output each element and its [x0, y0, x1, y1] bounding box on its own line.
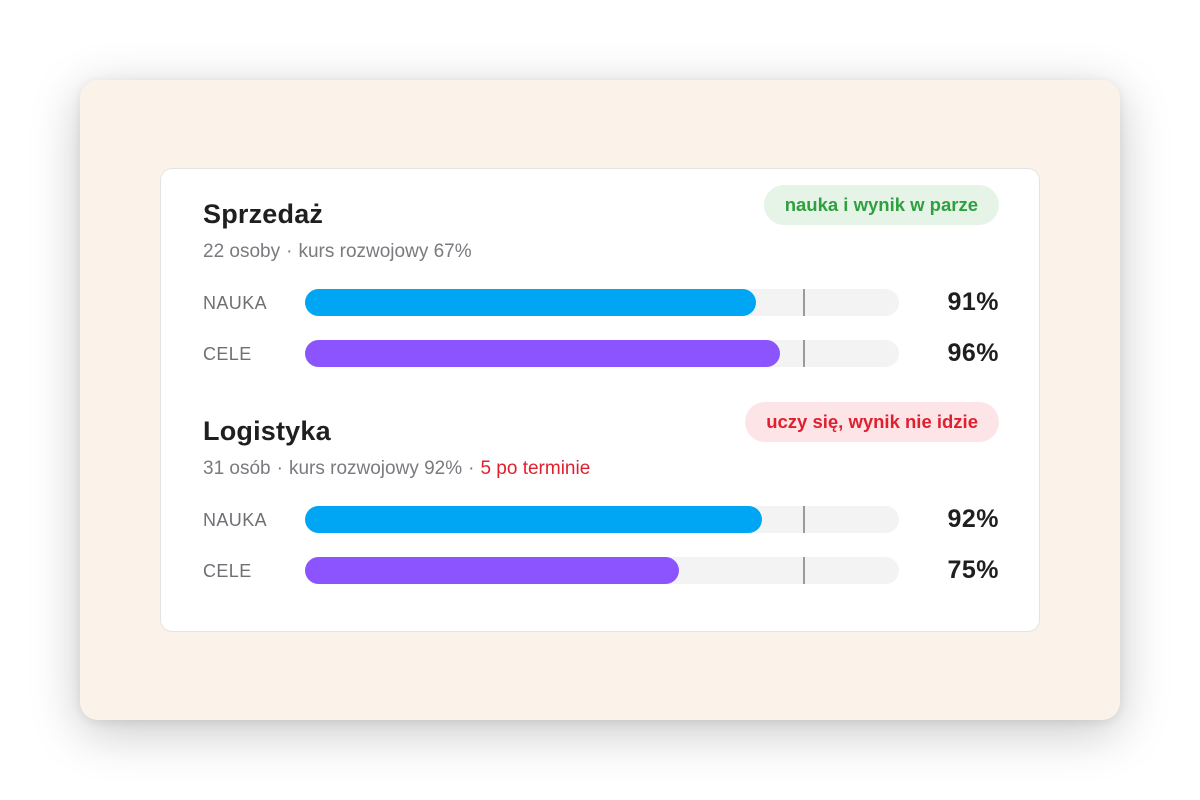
team-size: 31 osób [203, 458, 271, 479]
progress-fill [305, 289, 757, 316]
status-badge: nauka i wynik w parze [763, 185, 999, 225]
progress-track [305, 557, 899, 584]
team-summary-card: Sprzedaż nauka i wynik w parze 22 osoby ·… [160, 168, 1040, 632]
metric-value: 96% [947, 339, 999, 367]
separator: · [276, 458, 283, 479]
progress-fill [305, 557, 680, 584]
group-meta: 31 osób · kurs rozwojowy 92% · 5 po terminie [203, 458, 590, 480]
target-marker [802, 506, 805, 533]
separator: · [468, 458, 475, 479]
course-progress: kurs rozwojowy 67% [298, 241, 472, 262]
metric-label: CELE [203, 561, 252, 581]
metric-row-cele: CELE 75% [203, 556, 999, 587]
team-size: 22 osoby [203, 241, 281, 262]
progress-track [305, 289, 899, 316]
metric-label: CELE [203, 344, 252, 364]
metric-row-nauka: NAUKA 92% [203, 505, 999, 536]
background-panel: Sprzedaż nauka i wynik w parze 22 osoby ·… [80, 80, 1120, 720]
target-marker [802, 289, 805, 316]
separator: · [286, 241, 293, 262]
metric-value: 91% [947, 288, 999, 316]
target-marker [802, 557, 805, 584]
metric-row-cele: CELE 96% [203, 339, 999, 370]
progress-track [305, 506, 899, 533]
metric-label: NAUKA [203, 510, 268, 530]
group-title: Logistyka [203, 416, 331, 446]
metric-label: NAUKA [203, 293, 268, 313]
progress-fill [305, 340, 781, 367]
overdue-count: 5 po terminie [480, 458, 591, 479]
metric-value: 75% [947, 556, 999, 584]
progress-fill [305, 506, 763, 533]
group-title: Sprzedaż [203, 199, 324, 229]
course-progress: kurs rozwojowy 92% [288, 458, 463, 479]
metric-value: 92% [947, 505, 999, 533]
metric-row-nauka: NAUKA 91% [203, 288, 999, 319]
progress-track [305, 340, 899, 367]
group-meta: 22 osoby · kurs rozwojowy 67% [203, 241, 472, 263]
target-marker [802, 340, 805, 367]
status-badge: uczy się, wynik nie idzie [745, 402, 999, 442]
